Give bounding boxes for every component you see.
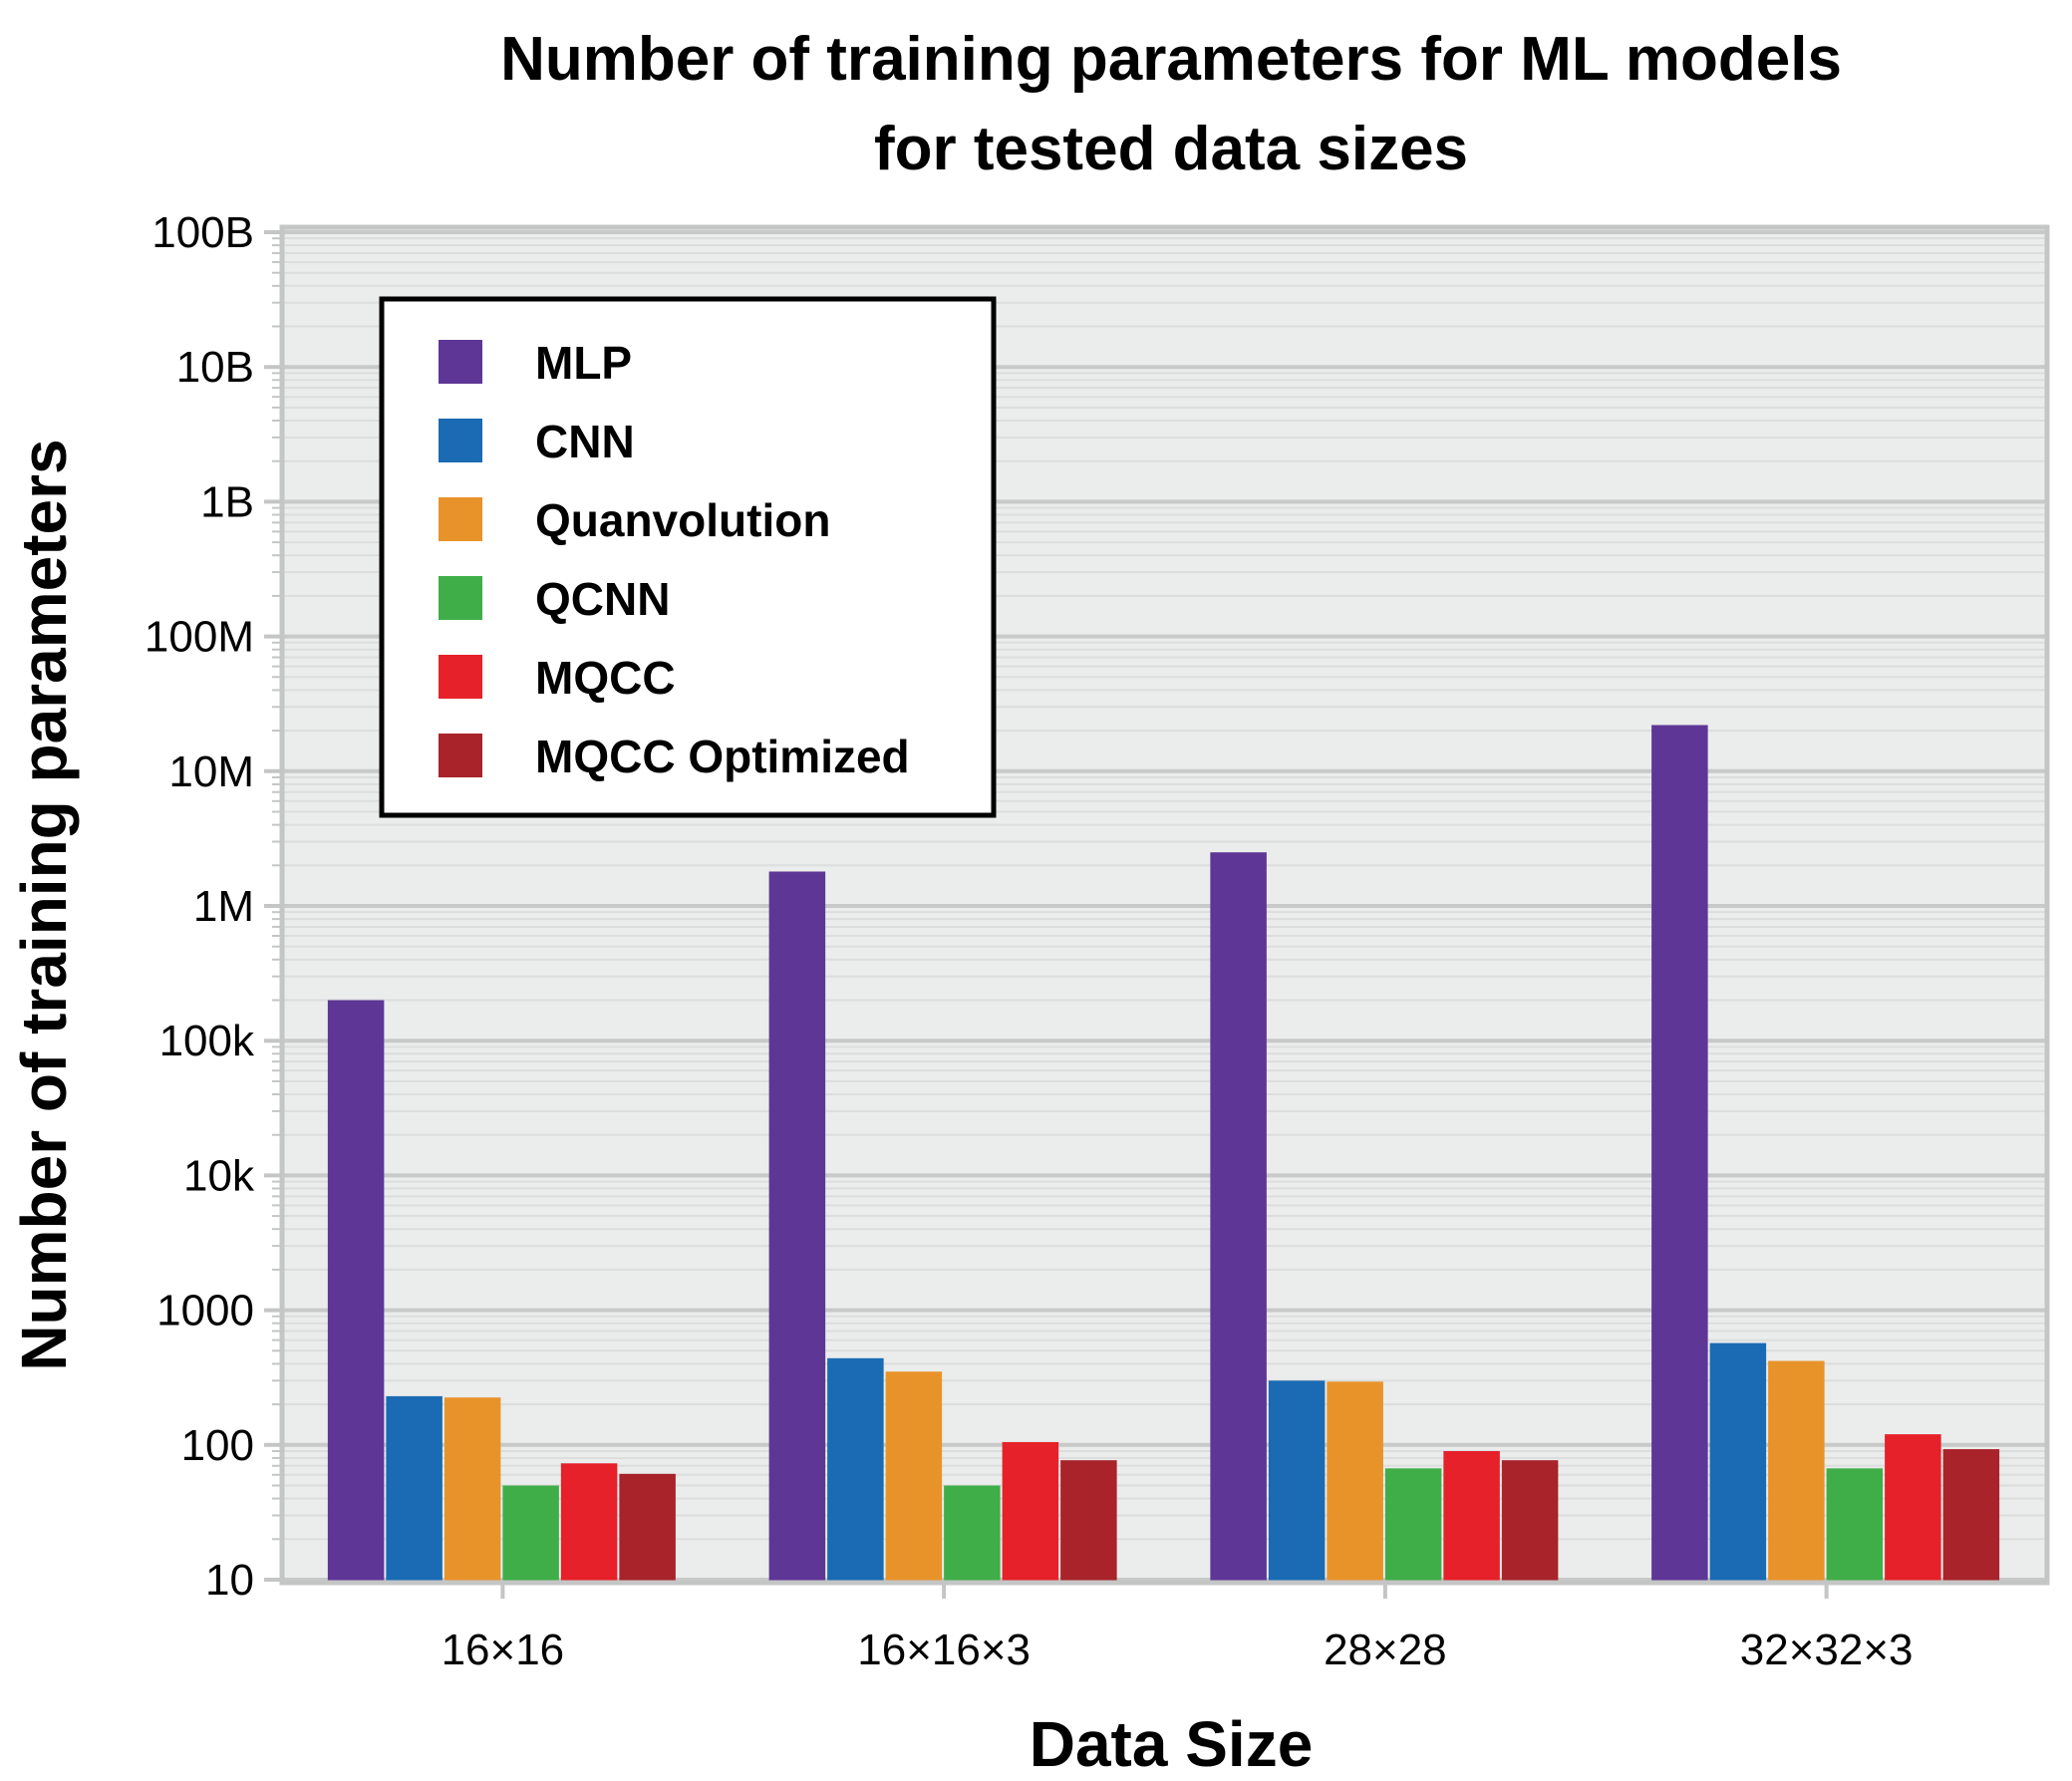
y-tick-label: 1000 <box>156 1287 254 1336</box>
y-tick-label: 1M <box>193 882 254 931</box>
bar-mlp-2 <box>768 871 826 1583</box>
y-tick-labels: 10 100 1000 10k 100k 1M 10M 100M 1B 10B 100B <box>145 208 255 1605</box>
y-tick-label: 10 <box>205 1556 254 1605</box>
bar-qcnn-4 <box>1826 1468 1884 1583</box>
legend-swatch-mlp <box>439 340 482 384</box>
bar-mqcc-2 <box>1002 1441 1059 1583</box>
legend-label-qcnn: QCNN <box>535 573 670 625</box>
bar-mqcc-3 <box>1443 1450 1500 1583</box>
legend-swatch-quanvolution <box>439 497 482 541</box>
chart-title: Number of training parameters for ML mod… <box>500 25 1842 183</box>
bar-cnn-2 <box>827 1357 884 1583</box>
x-axis-title: Data Size <box>1030 1708 1314 1780</box>
y-tick-label: 100k <box>159 1017 255 1065</box>
y-tick-label: 100B <box>151 208 254 257</box>
x-tick-label: 16×16 <box>442 1626 565 1674</box>
bar-mqcc-optimized-1 <box>619 1473 676 1583</box>
legend-label-mqcc: MQCC <box>535 652 676 704</box>
bar-mlp-3 <box>1210 852 1267 1583</box>
x-tick-label: 16×16×3 <box>857 1626 1031 1674</box>
legend-swatch-mqcc <box>439 655 482 699</box>
bar-quanvolution-4 <box>1768 1360 1825 1583</box>
y-axis-title: Number of training parameters <box>8 439 80 1370</box>
legend-label-cnn: CNN <box>535 416 635 467</box>
axes <box>264 224 2050 1599</box>
bar-cnn-1 <box>386 1395 443 1583</box>
bar-mqcc-optimized-2 <box>1060 1460 1117 1583</box>
bar-quanvolution-2 <box>885 1371 943 1583</box>
legend-label-mqcc-optimized: MQCC Optimized <box>535 731 910 782</box>
y-tick-label: 10B <box>176 343 254 392</box>
legend-label-mlp: MLP <box>535 337 632 389</box>
bar-qcnn-1 <box>502 1485 559 1583</box>
legend-swatch-cnn <box>439 419 482 462</box>
legend-swatch-mqcc-optimized <box>439 734 482 777</box>
y-tick-label: 100 <box>181 1421 254 1470</box>
legend-box <box>379 296 997 818</box>
bar-quanvolution-1 <box>444 1397 501 1583</box>
bar-qcnn-2 <box>944 1485 1001 1583</box>
bar-quanvolution-3 <box>1327 1381 1383 1583</box>
chart-title-line-1: Number of training parameters for ML mod… <box>500 25 1842 94</box>
bar-mlp-1 <box>327 1000 385 1583</box>
x-tick-labels: 16×16 16×16×3 28×28 32×32×3 <box>442 1626 1914 1674</box>
chart-title-line-2: for tested data sizes <box>874 115 1468 183</box>
bar-qcnn-3 <box>1384 1468 1442 1583</box>
y-tick-label: 10M <box>168 747 254 796</box>
y-tick-label: 10k <box>183 1151 255 1200</box>
legend: MLP CNN Quanvolution QCNN MQCC MQCC Optimized <box>379 296 997 818</box>
legend-swatch-qcnn <box>439 576 482 620</box>
legend-label-quanvolution: Quanvolution <box>535 494 830 546</box>
bar-cnn-4 <box>1709 1342 1767 1583</box>
bar-mqcc-4 <box>1885 1434 1941 1583</box>
x-tick-label: 28×28 <box>1324 1626 1447 1674</box>
bar-mqcc-optimized-4 <box>1942 1449 2000 1583</box>
bars <box>327 725 2000 1583</box>
x-tick-label: 32×32×3 <box>1740 1626 1914 1674</box>
bar-cnn-3 <box>1268 1380 1326 1583</box>
y-tick-label: 100M <box>145 613 254 662</box>
bar-mlp-4 <box>1651 725 1708 1583</box>
bar-mqcc-optimized-3 <box>1501 1460 1559 1583</box>
y-tick-label: 1B <box>200 477 254 526</box>
bar-mqcc-1 <box>560 1463 618 1583</box>
